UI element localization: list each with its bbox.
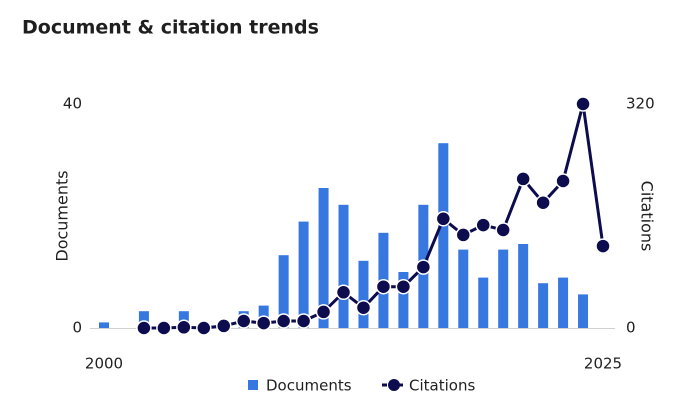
bar bbox=[558, 277, 569, 328]
y-tick-label: 40 bbox=[63, 95, 82, 113]
bar bbox=[398, 272, 409, 328]
point bbox=[295, 313, 312, 329]
point bbox=[355, 299, 372, 316]
point bbox=[495, 222, 511, 238]
point bbox=[535, 194, 551, 211]
bar bbox=[99, 322, 109, 328]
point bbox=[255, 315, 272, 331]
point bbox=[375, 278, 392, 295]
point bbox=[435, 211, 452, 227]
bar bbox=[478, 277, 489, 328]
point bbox=[275, 313, 292, 329]
point bbox=[335, 284, 352, 301]
point bbox=[196, 320, 212, 336]
chart-title: Document & citation trends bbox=[22, 17, 319, 39]
legend-swatch bbox=[248, 380, 258, 390]
y2-tick-label: 320 bbox=[626, 95, 655, 113]
point bbox=[455, 227, 472, 243]
point bbox=[176, 319, 192, 336]
point bbox=[216, 318, 232, 334]
legend-label: Citations bbox=[409, 377, 475, 395]
point bbox=[415, 259, 432, 275]
x-tick-label: 2025 bbox=[584, 355, 622, 373]
bar bbox=[578, 294, 589, 328]
bar bbox=[278, 255, 289, 328]
bar bbox=[338, 204, 349, 328]
point bbox=[475, 217, 491, 233]
bar bbox=[438, 143, 449, 328]
bar bbox=[358, 260, 369, 328]
bar bbox=[138, 311, 149, 328]
point bbox=[136, 320, 152, 336]
y-tick-label: 0 bbox=[72, 319, 82, 337]
y2-axis-title: Citations bbox=[638, 181, 657, 252]
y-axis-title: Documents bbox=[53, 170, 72, 261]
point bbox=[315, 304, 332, 320]
bar bbox=[538, 283, 549, 328]
point bbox=[395, 278, 412, 295]
bar bbox=[298, 221, 309, 328]
bar bbox=[518, 244, 529, 328]
line bbox=[143, 103, 605, 330]
point bbox=[595, 238, 611, 254]
point bbox=[235, 313, 252, 329]
y2-tick-label: 0 bbox=[626, 319, 636, 337]
legend-label: Documents bbox=[266, 377, 352, 395]
point bbox=[575, 96, 591, 112]
bar bbox=[458, 249, 469, 328]
point bbox=[555, 173, 571, 189]
point bbox=[515, 171, 531, 187]
bar bbox=[498, 249, 509, 328]
bar bbox=[318, 188, 329, 328]
x-tick-label: 2000 bbox=[85, 355, 123, 373]
legend-swatch bbox=[388, 379, 400, 391]
point bbox=[156, 320, 172, 336]
